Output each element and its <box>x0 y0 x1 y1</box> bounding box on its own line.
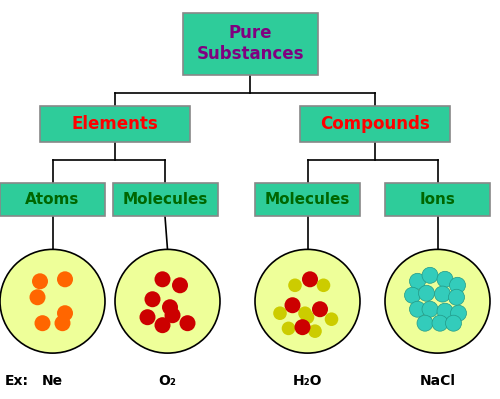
Ellipse shape <box>298 306 312 320</box>
Ellipse shape <box>172 277 188 293</box>
Text: NaCl: NaCl <box>420 374 456 388</box>
Ellipse shape <box>432 315 448 331</box>
Ellipse shape <box>324 312 338 326</box>
FancyBboxPatch shape <box>182 13 318 75</box>
Text: Ions: Ions <box>420 192 456 207</box>
Ellipse shape <box>437 303 453 319</box>
Ellipse shape <box>410 301 426 317</box>
Ellipse shape <box>300 310 314 324</box>
Text: Atoms: Atoms <box>26 192 80 207</box>
Text: Molecules: Molecules <box>122 192 208 207</box>
FancyBboxPatch shape <box>112 183 218 216</box>
Ellipse shape <box>422 267 438 283</box>
Ellipse shape <box>385 249 490 353</box>
Ellipse shape <box>422 301 438 317</box>
Ellipse shape <box>180 315 196 331</box>
Ellipse shape <box>115 249 220 353</box>
Text: Compounds: Compounds <box>320 115 430 133</box>
FancyBboxPatch shape <box>40 106 190 142</box>
Ellipse shape <box>294 319 310 335</box>
FancyBboxPatch shape <box>385 183 490 216</box>
Ellipse shape <box>308 324 322 338</box>
Ellipse shape <box>154 317 170 333</box>
Ellipse shape <box>434 286 450 302</box>
Ellipse shape <box>302 271 318 287</box>
Ellipse shape <box>448 289 464 305</box>
Ellipse shape <box>30 289 46 305</box>
Text: H₂O: H₂O <box>293 374 322 388</box>
Ellipse shape <box>273 306 287 320</box>
Text: O₂: O₂ <box>158 374 176 388</box>
Text: Elements: Elements <box>72 115 158 133</box>
Text: Molecules: Molecules <box>265 192 350 207</box>
Ellipse shape <box>446 315 462 331</box>
Ellipse shape <box>54 315 70 331</box>
Ellipse shape <box>154 271 170 287</box>
Ellipse shape <box>162 299 178 315</box>
Ellipse shape <box>255 249 360 353</box>
Ellipse shape <box>437 271 453 287</box>
FancyBboxPatch shape <box>0 183 105 216</box>
Text: Pure
Substances: Pure Substances <box>196 24 304 63</box>
Ellipse shape <box>418 285 434 301</box>
Ellipse shape <box>404 287 420 303</box>
Text: Ne: Ne <box>42 374 63 388</box>
Ellipse shape <box>34 315 50 331</box>
Ellipse shape <box>140 309 156 325</box>
Ellipse shape <box>0 249 105 353</box>
Ellipse shape <box>57 271 73 287</box>
Text: Ex:: Ex: <box>5 374 29 388</box>
Ellipse shape <box>410 273 426 289</box>
Ellipse shape <box>282 322 296 335</box>
Ellipse shape <box>450 305 466 321</box>
Ellipse shape <box>32 273 48 289</box>
Ellipse shape <box>284 297 300 313</box>
Ellipse shape <box>288 279 302 292</box>
FancyBboxPatch shape <box>300 106 450 142</box>
Ellipse shape <box>450 277 466 293</box>
Ellipse shape <box>316 279 330 292</box>
Ellipse shape <box>312 301 328 317</box>
FancyBboxPatch shape <box>255 183 360 216</box>
Ellipse shape <box>57 305 73 321</box>
Ellipse shape <box>417 315 433 331</box>
Ellipse shape <box>144 291 160 307</box>
Ellipse shape <box>164 307 180 323</box>
